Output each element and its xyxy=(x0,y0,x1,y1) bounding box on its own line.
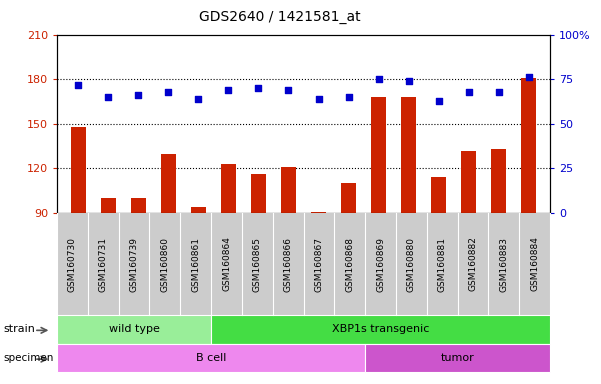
Point xyxy=(524,74,534,81)
Text: GSM160730: GSM160730 xyxy=(68,237,77,291)
Text: GSM160866: GSM160866 xyxy=(284,237,293,291)
Text: GSM160881: GSM160881 xyxy=(438,237,447,291)
Bar xyxy=(341,184,356,213)
Bar xyxy=(371,97,386,213)
Bar xyxy=(462,151,477,213)
Text: GSM160865: GSM160865 xyxy=(253,237,262,291)
Text: GSM160731: GSM160731 xyxy=(99,237,108,291)
Bar xyxy=(281,167,296,213)
Text: GSM160867: GSM160867 xyxy=(314,237,323,291)
Bar xyxy=(492,149,506,213)
Bar xyxy=(432,177,446,213)
Text: strain: strain xyxy=(3,324,35,334)
Point xyxy=(434,98,444,104)
Point xyxy=(344,94,353,100)
Point xyxy=(284,87,293,93)
Bar xyxy=(71,127,85,213)
Point xyxy=(404,78,413,84)
Text: B cell: B cell xyxy=(196,353,227,363)
Point xyxy=(103,94,113,100)
Text: wild type: wild type xyxy=(109,324,159,334)
Point xyxy=(254,85,263,91)
Text: GSM160882: GSM160882 xyxy=(468,237,477,291)
Point xyxy=(73,81,83,88)
Text: GSM160861: GSM160861 xyxy=(191,237,200,291)
Bar xyxy=(522,78,537,213)
Point xyxy=(224,87,233,93)
Point xyxy=(464,89,474,95)
Text: GSM160880: GSM160880 xyxy=(407,237,416,291)
Text: GSM160860: GSM160860 xyxy=(160,237,169,291)
Bar xyxy=(131,198,146,213)
Point xyxy=(194,96,203,102)
Point xyxy=(314,96,323,102)
Text: tumor: tumor xyxy=(441,353,474,363)
Bar xyxy=(401,97,416,213)
Text: GSM160869: GSM160869 xyxy=(376,237,385,291)
Text: GSM160739: GSM160739 xyxy=(130,237,139,291)
Bar xyxy=(191,207,206,213)
Point xyxy=(133,92,143,98)
Text: GSM160864: GSM160864 xyxy=(222,237,231,291)
Text: XBP1s transgenic: XBP1s transgenic xyxy=(332,324,429,334)
Bar xyxy=(100,198,115,213)
Text: GSM160868: GSM160868 xyxy=(345,237,354,291)
Text: GSM160883: GSM160883 xyxy=(499,237,508,291)
Point xyxy=(494,89,504,95)
Bar xyxy=(161,154,176,213)
Bar xyxy=(221,164,236,213)
Text: GDS2640 / 1421581_at: GDS2640 / 1421581_at xyxy=(199,10,360,24)
Point xyxy=(374,76,383,82)
Bar xyxy=(251,174,266,213)
Bar xyxy=(311,212,326,213)
Text: GSM160884: GSM160884 xyxy=(530,237,539,291)
Point xyxy=(163,89,173,95)
Text: specimen: specimen xyxy=(3,353,53,363)
